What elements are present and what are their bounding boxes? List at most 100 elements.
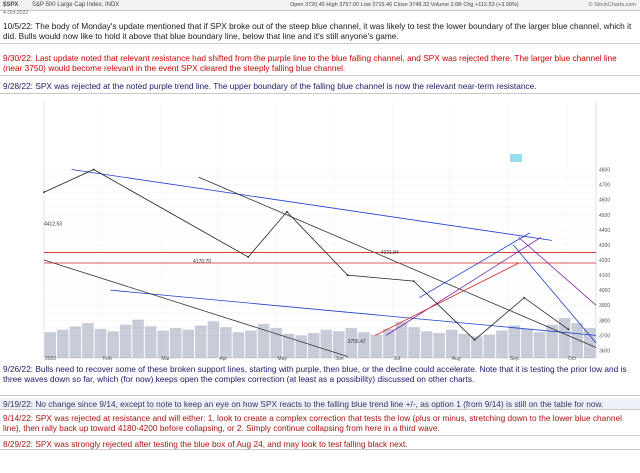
trend-line	[419, 232, 530, 299]
volume-bar	[195, 325, 207, 358]
note-text: Bulls need to recover some of these brok…	[3, 364, 627, 385]
y-tick-label: 4700	[599, 183, 610, 189]
volume-bars	[44, 318, 596, 358]
volume-bar	[69, 326, 82, 358]
note-date: 9/14/22:	[3, 413, 33, 423]
price-point	[43, 191, 45, 194]
price-point	[247, 256, 250, 258]
trend-lines	[43, 169, 597, 357]
y-tick-label: 4500	[599, 213, 610, 219]
note-date: 9/30/22:	[3, 53, 33, 63]
note-date: 9/26/22:	[3, 364, 33, 374]
volume-bar	[383, 328, 395, 358]
volume-bar	[546, 324, 558, 358]
volume-bar	[571, 323, 583, 358]
note-text: Last update noted that relevant resistan…	[3, 53, 617, 74]
trend-line	[198, 176, 597, 348]
quote-line: Open 3720.45 High 3757.00 Low 3715.46 Cl…	[290, 2, 519, 8]
price-point	[567, 328, 570, 331]
volume-bar	[94, 328, 107, 358]
note-text: SPX was rejected at resistance and will …	[3, 413, 622, 434]
x-axis-labels: 2022 Feb Mar Apr May Jun Jul Aug Sep Oct	[45, 356, 576, 362]
y-tick-label: 4800	[599, 168, 610, 174]
x-tick-label: Jun	[336, 356, 344, 362]
volume-bar	[408, 327, 420, 358]
note-date: 9/28/22:	[3, 81, 33, 91]
y-tick-label: 4300	[599, 243, 610, 249]
x-tick-label: Jul	[394, 356, 400, 362]
price-point	[523, 296, 526, 299]
trend-line	[518, 237, 597, 306]
volume-bar	[270, 328, 282, 358]
volume-bar	[107, 331, 119, 358]
volume-bar	[370, 334, 383, 358]
note-9-14: 9/14/22: SPX was rejected at resistance …	[0, 412, 640, 436]
y-tick-label: 3800	[599, 318, 610, 324]
volume-bar	[82, 323, 94, 358]
x-tick-label: Apr	[219, 356, 227, 362]
note-8-29: 8/29/22: SPX was strongly rejected after…	[0, 438, 640, 450]
note-text: SPX was rejected at the noted purple tre…	[35, 81, 537, 91]
y-tick-label: 3900	[599, 303, 610, 309]
volume-bar	[433, 333, 445, 358]
y-tick-label: 4400	[599, 228, 610, 234]
note-9-19: 9/19/22: No change since 9/14, except to…	[0, 398, 640, 410]
y-tick-label: 4200	[599, 258, 610, 264]
volume-bar	[483, 334, 496, 358]
volume-bar	[220, 327, 232, 358]
volume-bar	[395, 322, 408, 358]
note-9-28: 9/28/22: SPX was rejected at the noted p…	[0, 80, 640, 94]
x-tick-label: Aug	[452, 356, 461, 362]
volume-bar	[496, 330, 508, 358]
volume-bar	[471, 336, 483, 358]
trend-line	[43, 259, 348, 357]
volume-bar	[169, 328, 182, 358]
volume-bar	[583, 328, 596, 358]
y-axis-labels: 3600 3700 3800 3900 4000 4100 4200 4300 4400 4500…	[599, 168, 610, 355]
note-9-26: 9/26/22: Bulls need to recover some of t…	[0, 363, 640, 396]
price-label: 4231.84	[381, 250, 399, 256]
volume-bar	[508, 325, 521, 358]
volume-bar	[521, 328, 533, 358]
volume-bar	[445, 329, 458, 358]
volume-bar	[232, 332, 245, 358]
price-label: 4412.53	[44, 221, 62, 227]
description: S&P 500 Large Cap Index, INDX	[32, 2, 120, 8]
x-tick-label: 2022	[45, 356, 56, 362]
volume-bar	[333, 331, 345, 358]
x-tick-label: Sep	[510, 356, 519, 362]
price-point	[92, 168, 95, 171]
volume-bar	[44, 332, 57, 358]
price-label: 4170.70	[193, 259, 211, 265]
price-chart: 3600 3700 3800 3900 4000 4100 4200 4300 4400 4500…	[0, 96, 640, 362]
x-tick-label: Feb	[103, 356, 112, 362]
x-tick-label: May	[277, 356, 287, 362]
volume-bar	[132, 319, 144, 358]
price-label: 3755.47	[348, 339, 366, 345]
chart-header: $SPX S&P 500 Large Cap Index, INDX Open …	[0, 0, 640, 11]
volume-bar	[182, 329, 195, 358]
brand: © StockCharts.com	[588, 2, 636, 8]
note-date: 10/5/22:	[3, 21, 33, 31]
volume-bar	[420, 331, 433, 358]
note-text: No change since 9/14, except to note to …	[35, 399, 604, 409]
note-text: SPX was strongly rejected after testing …	[35, 439, 408, 449]
chart-date: 4-Oct-2022	[3, 10, 29, 16]
volume-bar	[345, 328, 358, 358]
x-tick-label: Oct	[568, 356, 576, 362]
volume-bar	[57, 329, 69, 358]
volume-bar	[144, 326, 157, 358]
volume-bar	[282, 333, 295, 358]
price-labels: 4412.53 4170.70 3755.47 4231.84	[44, 221, 399, 345]
y-tick-label: 4000	[599, 288, 610, 294]
volume-bar	[119, 324, 132, 358]
y-tick-label: 4100	[599, 273, 610, 279]
volume-bar	[207, 321, 220, 358]
volume-bar	[295, 335, 307, 358]
note-date: 8/29/22:	[3, 439, 33, 449]
blue-box	[510, 154, 522, 162]
note-10-5: 10/5/22: The body of Monday's update men…	[0, 20, 640, 44]
trend-line	[386, 237, 542, 336]
volume-bar	[320, 329, 333, 358]
note-9-30: 9/30/22: Last update noted that relevant…	[0, 52, 640, 76]
